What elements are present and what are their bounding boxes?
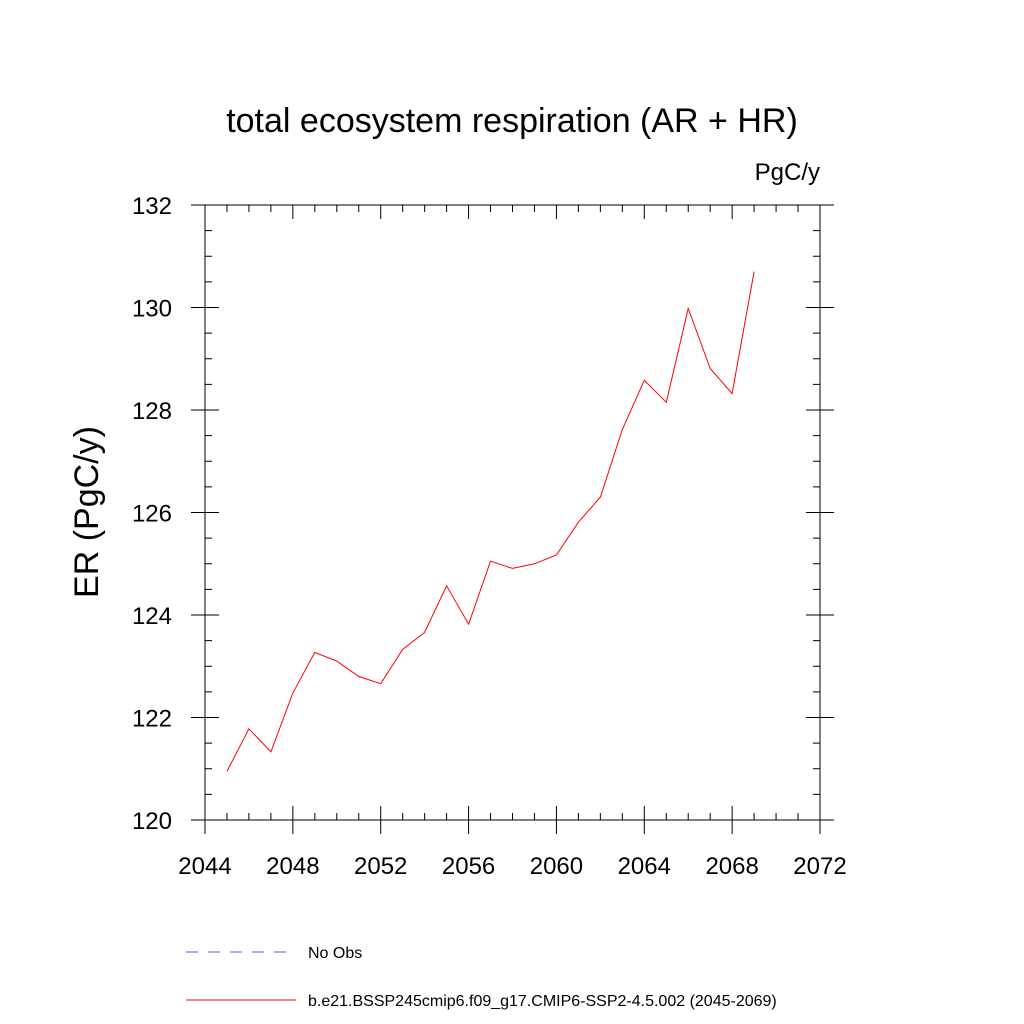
y-tick-label: 130 xyxy=(132,296,172,323)
x-tick-label: 2056 xyxy=(442,853,495,880)
y-axis-label: ER (PgC/y) xyxy=(68,426,106,598)
plot-frame xyxy=(204,204,821,821)
series-line xyxy=(226,271,755,772)
axis-ticks: 2044 2048 2052 2056 2060 2064 2068 2072 120 122 12… xyxy=(132,193,847,880)
y-tick-label: 126 xyxy=(132,501,172,528)
y-tick-label: 120 xyxy=(132,808,172,835)
x-tick-label: 2044 xyxy=(178,853,231,880)
x-tick-label: 2064 xyxy=(618,853,671,880)
x-tick-label: 2060 xyxy=(530,853,583,880)
legend-label: No Obs xyxy=(308,945,362,962)
x-tick-label: 2048 xyxy=(266,853,319,880)
plot-series xyxy=(226,271,755,772)
y-tick-label: 128 xyxy=(132,398,172,425)
legend: No Obs b.e21.BSSP245cmip6.f09_g17.CMIP6-S… xyxy=(186,945,777,1010)
x-tick-label: 2068 xyxy=(705,853,758,880)
y-tick-label: 122 xyxy=(132,706,172,733)
legend-label: b.e21.BSSP245cmip6.f09_g17.CMIP6-SSP2-4.… xyxy=(308,993,777,1010)
x-tick-label: 2072 xyxy=(793,853,846,880)
x-tick-label: 2052 xyxy=(354,853,407,880)
chart-title: total ecosystem respiration (AR + HR) xyxy=(226,102,798,140)
units-label: PgC/y xyxy=(755,159,820,186)
y-tick-label: 132 xyxy=(132,193,172,220)
y-tick-label: 124 xyxy=(132,603,172,630)
